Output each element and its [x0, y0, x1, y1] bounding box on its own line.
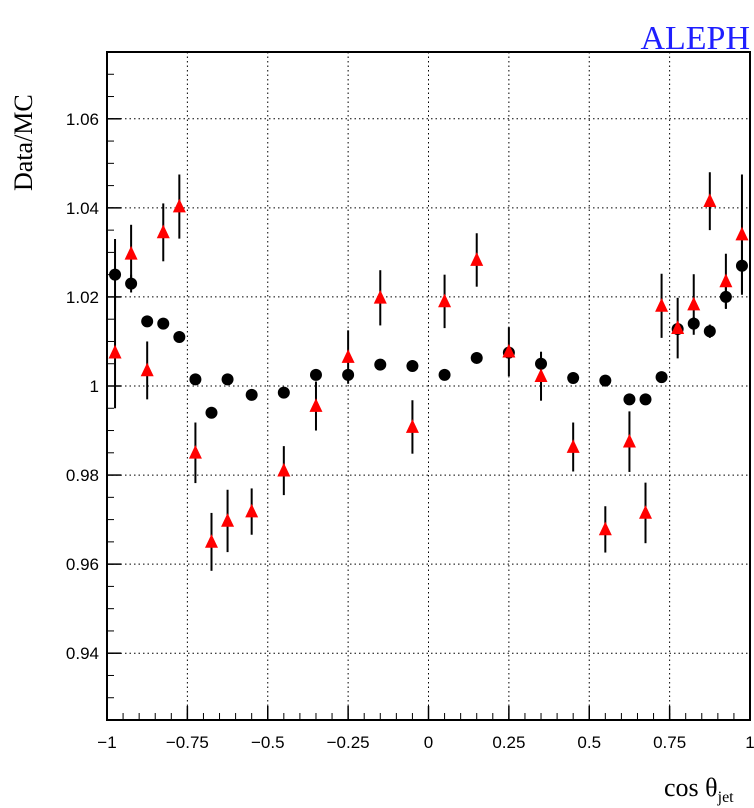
triangle-marker: [245, 503, 259, 518]
y-tick-label: 0.98: [66, 466, 99, 485]
triangle-marker: [204, 534, 218, 548]
x-axis-label-subscript: jet: [717, 789, 735, 806]
circle-marker: [157, 317, 170, 330]
triangle-marker: [309, 398, 323, 412]
triangle-marker: [405, 419, 419, 433]
circle-marker: [406, 359, 419, 372]
x-tick-label: −0.25: [327, 733, 370, 752]
x-axis-label-main: cos θ: [664, 773, 718, 802]
series-circle: [109, 239, 748, 419]
triangle-marker: [639, 505, 653, 519]
triangle-marker: [598, 521, 612, 536]
circle-marker: [655, 371, 668, 384]
triangle-marker: [719, 273, 733, 288]
triangle-marker: [566, 439, 580, 453]
data-markers: [108, 172, 749, 571]
triangle-marker: [373, 290, 387, 304]
circle-marker: [141, 315, 154, 328]
circle-marker: [173, 331, 186, 344]
x-tick-label: 0: [424, 733, 433, 752]
triangle-marker: [172, 198, 186, 213]
x-tick-label: 0.25: [492, 733, 525, 752]
y-tick-label: 1.04: [66, 199, 99, 218]
triangle-marker: [703, 193, 717, 208]
circle-marker: [309, 368, 322, 381]
circle-marker: [205, 406, 218, 419]
series-triangle: [108, 172, 749, 571]
triangle-marker: [188, 445, 202, 459]
triangle-marker: [277, 462, 291, 477]
x-tick-label: 0.75: [653, 733, 686, 752]
triangle-marker: [534, 368, 548, 383]
triangle-marker: [735, 226, 749, 241]
triangle-marker: [124, 245, 138, 260]
triangle-marker: [341, 349, 355, 363]
circle-marker: [277, 386, 290, 399]
circle-marker: [599, 374, 612, 387]
y-tick-label: 0.96: [66, 555, 99, 574]
y-tick-label: 1.02: [66, 288, 99, 307]
y-axis-label: Data/MC: [9, 94, 38, 191]
triangle-marker: [655, 298, 669, 312]
triangle-marker: [622, 433, 636, 448]
circle-marker: [703, 325, 716, 338]
y-tick-label: 0.94: [66, 644, 99, 663]
triangle-marker: [108, 344, 122, 359]
grid-lines: [107, 52, 750, 720]
circle-marker: [639, 393, 652, 406]
triangle-marker: [502, 343, 516, 358]
x-tick-label: 1: [745, 733, 754, 752]
x-tick-label: −1: [97, 733, 116, 752]
circle-marker: [109, 268, 122, 281]
triangle-marker: [470, 252, 484, 266]
brand-label: ALEPH: [640, 20, 750, 57]
x-axis-label: cos θjet: [664, 773, 734, 806]
circle-marker: [567, 371, 580, 384]
triangle-marker: [438, 293, 452, 308]
triangle-marker: [221, 513, 235, 527]
triangle-marker: [671, 320, 685, 334]
circle-marker: [221, 373, 234, 386]
axis-ticks: [106, 51, 751, 720]
circle-marker: [470, 351, 483, 364]
y-tick-label: 1.06: [66, 110, 99, 129]
circle-marker: [623, 393, 636, 406]
tick-labels: −1 −0.75 −0.5 −0.25 0 0.25 0.5 0.75 1 0.94 0.96 0.9…: [66, 110, 754, 752]
y-tick-label: 1: [90, 377, 99, 396]
circle-marker: [245, 388, 258, 401]
triangle-marker: [687, 296, 701, 311]
circle-marker: [438, 368, 451, 381]
x-tick-label: 0.5: [577, 733, 601, 752]
x-tick-label: −0.5: [251, 733, 285, 752]
circle-marker: [374, 358, 387, 371]
x-tick-label: −0.75: [166, 733, 209, 752]
circle-marker: [189, 373, 202, 386]
triangle-marker: [140, 362, 154, 377]
circle-marker: [125, 277, 138, 290]
triangle-marker: [156, 224, 170, 239]
